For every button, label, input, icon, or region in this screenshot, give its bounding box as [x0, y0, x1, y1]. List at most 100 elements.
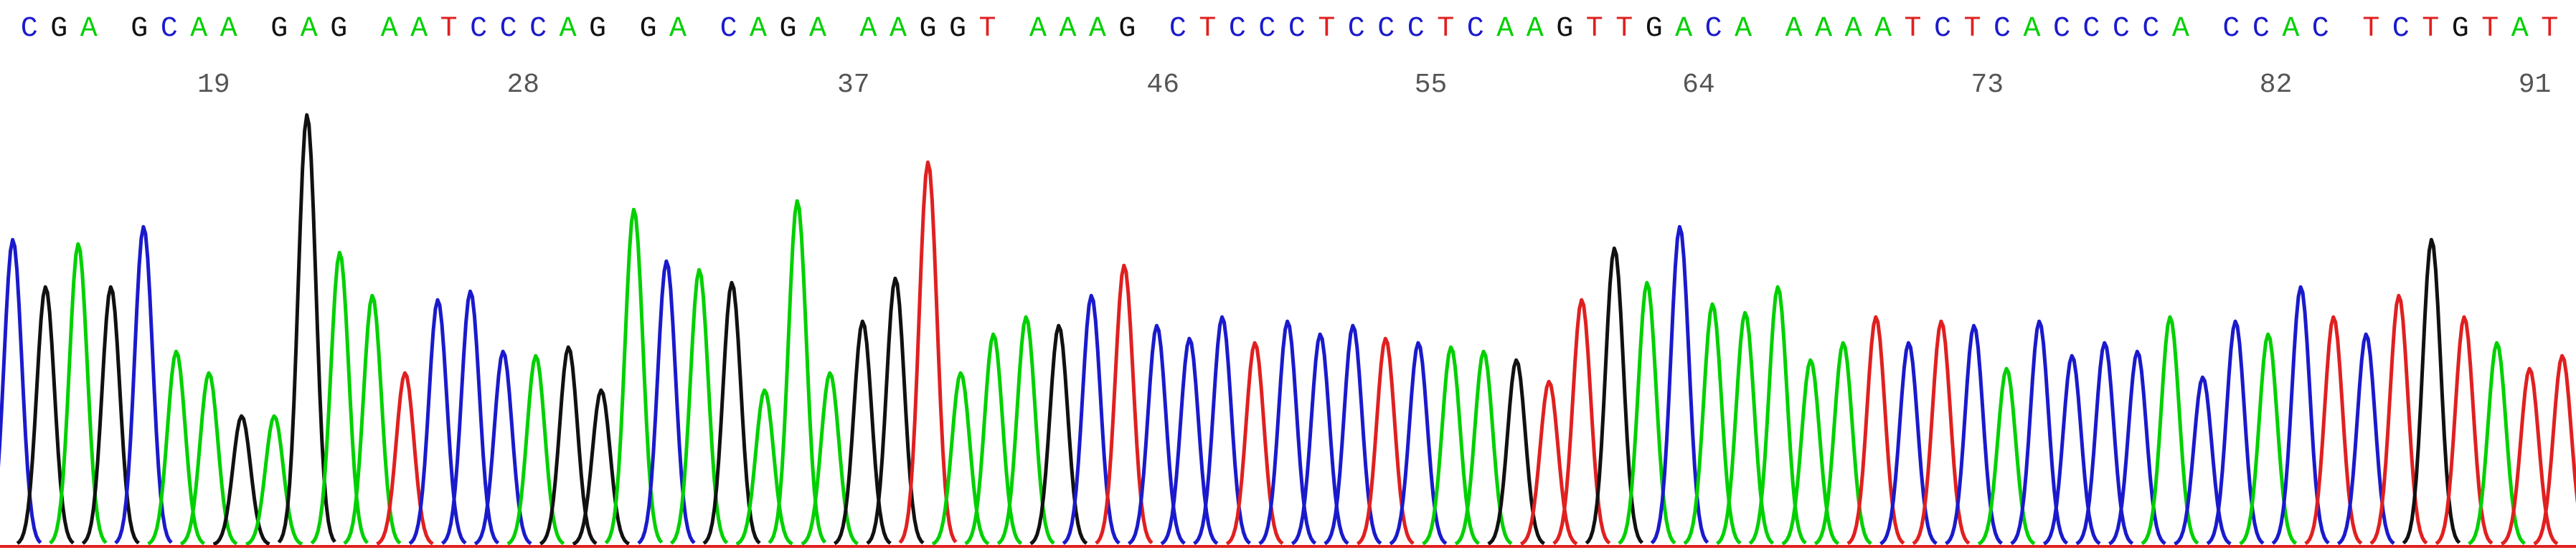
trace-peak-c — [2271, 285, 2330, 545]
base-call-a: A — [1089, 13, 1106, 45]
trace-peak-a — [1683, 302, 1742, 545]
trace-peak-t — [1095, 263, 1153, 545]
trace-peak-g — [1487, 358, 1545, 546]
trace-peak-t — [2304, 315, 2363, 546]
base-call-g: G — [919, 13, 936, 45]
base-call-t: T — [440, 13, 458, 45]
trace-peak-g — [572, 388, 631, 546]
trace-peak-t — [1552, 298, 1611, 545]
trace-peak-t — [376, 371, 434, 546]
trace-peak-g — [16, 285, 75, 545]
trace-peak-g — [1585, 246, 1644, 545]
base-call-a: A — [220, 13, 237, 45]
trace-peak-a — [931, 371, 990, 546]
trace-peak-c — [2174, 375, 2232, 546]
base-call-t: T — [1615, 13, 1633, 45]
trace-peak-a — [310, 250, 369, 545]
base-call-t: T — [2362, 13, 2379, 45]
trace-peak-a — [1422, 345, 1480, 546]
trace-peak-c — [637, 259, 696, 545]
trace-peak-t — [1912, 319, 1971, 546]
trace-peak-c — [2010, 319, 2069, 546]
base-call-c: C — [2252, 13, 2270, 45]
base-call-c: C — [1348, 13, 1365, 45]
position-number: 19 — [197, 70, 230, 100]
trace-peak-a — [49, 242, 108, 545]
trace-peak-c — [408, 298, 467, 545]
base-call-g: G — [50, 13, 67, 45]
base-call-t: T — [2481, 13, 2499, 45]
base-call-c: C — [161, 13, 178, 45]
base-call-a: A — [1845, 13, 1862, 45]
base-call-g: G — [589, 13, 606, 45]
base-call-a: A — [2282, 13, 2299, 45]
base-call-a: A — [859, 13, 877, 45]
trace-peak-c — [1389, 341, 1448, 546]
trace-peak-a — [2239, 332, 2298, 546]
base-call-g: G — [330, 13, 347, 45]
base-call-c: C — [2312, 13, 2329, 45]
base-call-a: A — [890, 13, 907, 45]
base-call-g: G — [1118, 13, 1136, 45]
trace-peak-c — [440, 289, 500, 545]
base-call-a: A — [381, 13, 398, 45]
position-number: 64 — [1682, 70, 1715, 100]
base-call-g: G — [2452, 13, 2469, 45]
trace-peak-c — [2108, 349, 2166, 546]
trace-peak-g — [539, 345, 598, 546]
trace-peak-g — [212, 414, 270, 546]
base-call-c: C — [1169, 13, 1186, 45]
trace-peak-t — [1356, 336, 1415, 546]
trace-peak-c — [1945, 323, 2004, 546]
trace-peak-g — [2402, 237, 2461, 545]
trace-peak-c — [1650, 224, 1709, 545]
base-call-a: A — [1059, 13, 1076, 45]
base-call-a: A — [1735, 13, 1752, 45]
base-call-t: T — [1199, 13, 1216, 45]
trace-peak-a — [1977, 366, 2036, 546]
base-call-c: C — [500, 13, 517, 45]
position-number: 46 — [1146, 70, 1179, 100]
trace-peak-c — [1062, 293, 1120, 545]
trace-peak-a — [2468, 341, 2527, 546]
trace-peak-t — [1225, 341, 1284, 546]
base-call-a: A — [2172, 13, 2189, 45]
position-number: 55 — [1415, 70, 1448, 100]
base-call-a: A — [190, 13, 207, 45]
trace-peak-a — [1454, 349, 1513, 546]
base-call-a: A — [669, 13, 687, 45]
base-call-c: C — [2392, 13, 2410, 45]
trace-peak-c — [1291, 332, 1349, 546]
trace-peak-c — [473, 349, 532, 546]
trace-peak-t — [2500, 366, 2559, 546]
trace-peak-c — [1160, 336, 1219, 546]
base-call-t: T — [2422, 13, 2439, 45]
base-call-c: C — [21, 13, 38, 45]
base-call-c: C — [1288, 13, 1306, 45]
base-call-t: T — [1437, 13, 1454, 45]
position-number: 73 — [1971, 70, 2004, 100]
base-call-t: T — [1904, 13, 1921, 45]
trace-curves — [0, 113, 2576, 546]
base-call-g: G — [1646, 13, 1663, 45]
base-call-c: C — [1258, 13, 1275, 45]
base-call-c: C — [1934, 13, 1951, 45]
position-number: 91 — [2519, 70, 2552, 100]
trace-peak-t — [1519, 379, 1578, 546]
base-call-a: A — [301, 13, 318, 45]
trace-peak-a — [2141, 315, 2199, 546]
trace-peak-c — [2336, 332, 2395, 546]
base-call-g: G — [949, 13, 966, 45]
base-call-t: T — [1318, 13, 1335, 45]
base-call-c: C — [2113, 13, 2130, 45]
trace-peak-g — [277, 113, 336, 544]
base-call-a: A — [80, 13, 98, 45]
trace-peak-a — [604, 207, 664, 544]
base-call-g: G — [1556, 13, 1573, 45]
trace-peak-a — [801, 371, 859, 546]
base-call-c: C — [1377, 13, 1395, 45]
base-call-c: C — [720, 13, 737, 45]
trace-peak-t — [2369, 293, 2428, 545]
